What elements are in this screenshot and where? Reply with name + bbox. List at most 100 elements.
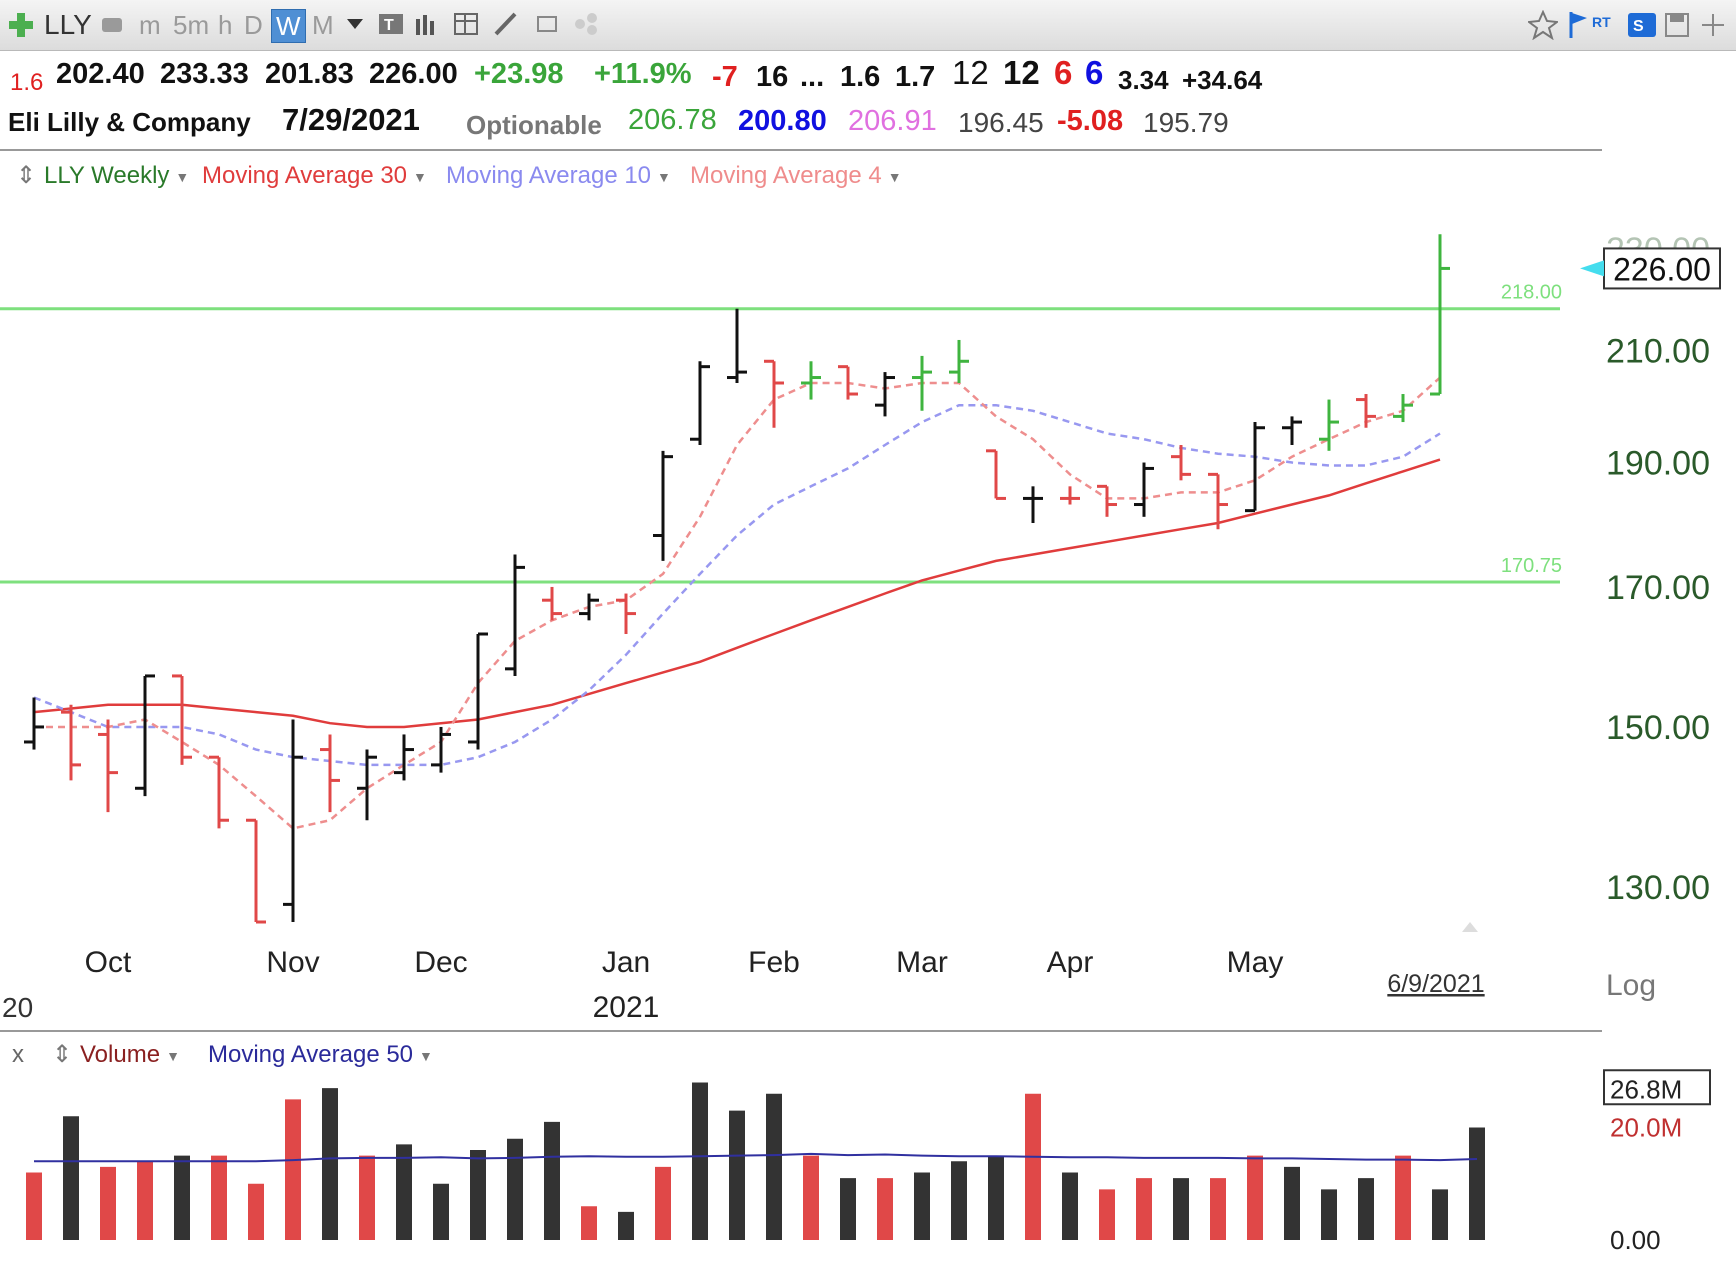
quote-p5: -5.08: [1057, 105, 1124, 137]
interval-w[interactable]: W: [271, 9, 306, 43]
interval-5m[interactable]: 5m: [173, 10, 210, 40]
ohlc-bar: [24, 697, 44, 750]
ohlc-bar: [394, 734, 414, 781]
series-drag-handle-icon[interactable]: ⇕: [16, 162, 37, 189]
volume-bar: [914, 1172, 930, 1240]
legend-dropdown-icon[interactable]: ▼: [413, 168, 427, 185]
share-icon[interactable]: S: [1627, 12, 1657, 38]
volume-bar: [507, 1138, 523, 1240]
volume-bar: [137, 1161, 153, 1240]
price-chart[interactable]: 218.00 170.75 130.00 150.00 170.00 190.00 210.…: [0, 180, 1736, 1040]
ohlc-bar: [542, 586, 562, 621]
volume-bar: [692, 1082, 708, 1240]
add-symbol-icon[interactable]: [8, 12, 34, 38]
ohlc-bar: [727, 308, 747, 383]
volume-bar: [1321, 1189, 1337, 1240]
volume-bar: [1358, 1178, 1374, 1240]
save-icon[interactable]: [1664, 12, 1690, 38]
link-icon[interactable]: [572, 11, 602, 37]
ohlc-bar: [1319, 399, 1339, 451]
legend-ma30[interactable]: Moving Average 30 ▼: [202, 161, 427, 192]
alert-flag-icon[interactable]: [1567, 10, 1589, 40]
quote-v4: 1.7: [895, 61, 936, 93]
legend-lly-weekly[interactable]: LLY Weekly ▼: [44, 161, 189, 192]
legend-volume[interactable]: Volume ▼: [80, 1040, 180, 1071]
y-tick-label: 150.00: [1606, 709, 1710, 747]
favorite-star-icon[interactable]: [1526, 9, 1560, 41]
quote-v10: +34.64: [1182, 65, 1263, 95]
legend-volume-ma50[interactable]: Moving Average 50 ▼: [208, 1040, 433, 1071]
quote-p3: 206.91: [848, 105, 937, 137]
x-tick-label: Apr: [1047, 946, 1094, 979]
quote-v2: 16: [756, 61, 789, 93]
table-icon[interactable]: [453, 11, 479, 37]
legend-ma4[interactable]: Moving Average 4 ▼: [690, 161, 902, 192]
ohlc-bar: [431, 726, 451, 773]
volume-divider: [0, 1030, 1602, 1032]
y-tick-label: 170.00: [1606, 569, 1710, 607]
realtime-icon[interactable]: RT: [1592, 14, 1611, 30]
volume-bar: [951, 1161, 967, 1240]
legend-dropdown-icon[interactable]: ▼: [166, 1047, 180, 1064]
legend-dropdown-icon[interactable]: ▼: [419, 1047, 433, 1064]
date-marker-label: 6/9/2021: [1387, 970, 1484, 998]
volume-bar: [1432, 1189, 1448, 1240]
quote-v8: 6: [1085, 54, 1104, 91]
quote-ellipsis: ...: [800, 61, 825, 93]
quote-v1: -7: [712, 61, 738, 93]
close-pane-button[interactable]: x: [12, 1041, 24, 1068]
volume-bar: [1284, 1166, 1300, 1240]
legend-volume-ma50-label: Moving Average 50: [208, 1041, 414, 1068]
quote-p1: 206.78: [628, 104, 717, 136]
chart-toolbar: LLY m 5m h D W M T RT S: [0, 0, 1736, 51]
volume-bar: [470, 1150, 486, 1240]
interval-d[interactable]: D: [244, 10, 263, 40]
symbol-label[interactable]: LLY: [44, 9, 92, 40]
interval-dropdown-icon[interactable]: [347, 18, 363, 36]
compare-icon[interactable]: [100, 12, 126, 38]
volume-bar: [211, 1155, 227, 1240]
x-partial-label: 20: [2, 992, 33, 1023]
volume-bar: [729, 1110, 745, 1240]
interval-month[interactable]: M: [312, 10, 334, 40]
x-tick-label: Feb: [748, 946, 800, 979]
interval-h[interactable]: h: [218, 10, 233, 40]
scroll-up-icon: [1462, 922, 1478, 932]
x-tick-label: Oct: [85, 946, 132, 979]
text-tool-icon[interactable]: T: [378, 11, 404, 37]
eraser-icon[interactable]: [534, 11, 560, 37]
volume-bar: [1395, 1155, 1411, 1240]
legend-ma10-label: Moving Average 10: [446, 162, 652, 189]
volume-bar: [655, 1166, 671, 1240]
svg-text:S: S: [1633, 18, 1644, 35]
volume-bar: [248, 1183, 264, 1240]
volume-chart[interactable]: 0.00 20.0M 26.8M: [0, 1060, 1736, 1270]
legend-dropdown-icon[interactable]: ▼: [887, 168, 902, 185]
volume-bar: [1136, 1178, 1152, 1240]
volume-bar: [618, 1211, 634, 1240]
ohlc-bar: [1208, 472, 1228, 530]
volume-drag-handle-icon[interactable]: ⇕: [52, 1041, 73, 1068]
legend-ma10[interactable]: Moving Average 10 ▼: [446, 161, 671, 192]
bar-style-icon[interactable]: [414, 11, 440, 37]
quote-v5: 12: [952, 54, 989, 91]
ohlc-bar: [1430, 234, 1450, 396]
x-tick-label: Mar: [896, 946, 948, 979]
volume-bar: [396, 1144, 412, 1240]
interval-m[interactable]: m: [139, 10, 161, 40]
volume-bar: [840, 1178, 856, 1240]
ohlc-bar: [1282, 416, 1302, 446]
ohlc-bar: [1356, 394, 1376, 428]
quote-v3: 1.6: [840, 61, 881, 93]
draw-tool-icon[interactable]: [493, 11, 519, 37]
quote-change-pct: +11.9%: [594, 58, 692, 90]
legend-dropdown-icon[interactable]: ▼: [175, 168, 190, 185]
quote-p4: 196.45: [958, 107, 1044, 138]
ohlc-bar: [616, 593, 636, 634]
level-label: 218.00: [1501, 282, 1562, 304]
ohlc-bar: [1245, 422, 1265, 513]
legend-dropdown-icon[interactable]: ▼: [657, 168, 671, 185]
quote-p6: 195.79: [1143, 107, 1229, 138]
moving-average-30-line: [33, 458, 1441, 729]
move-icon[interactable]: [1700, 12, 1726, 38]
